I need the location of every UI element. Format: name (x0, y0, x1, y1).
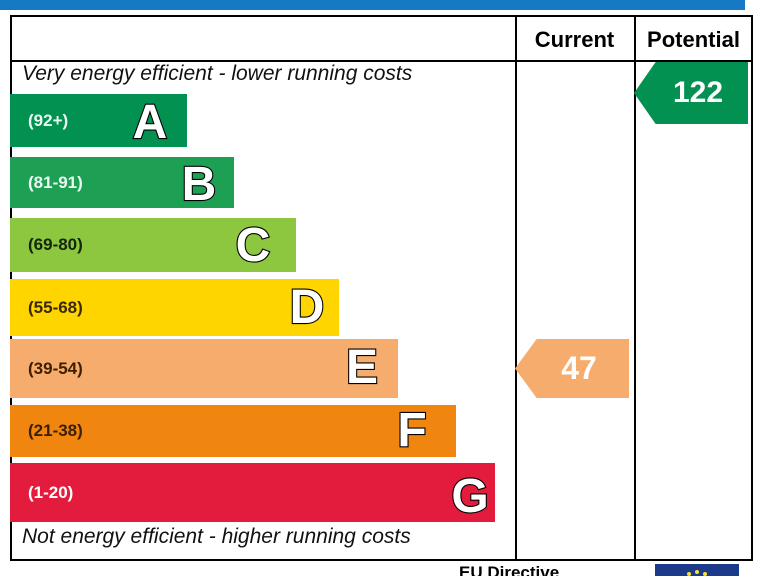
svg-text:A: A (133, 96, 168, 149)
svg-text:B: B (182, 158, 217, 211)
svg-text:G: G (451, 470, 488, 523)
svg-text:D: D (290, 281, 325, 334)
svg-text:C: C (236, 219, 271, 272)
svg-text:E: E (346, 341, 378, 394)
svg-text:F: F (397, 404, 426, 457)
